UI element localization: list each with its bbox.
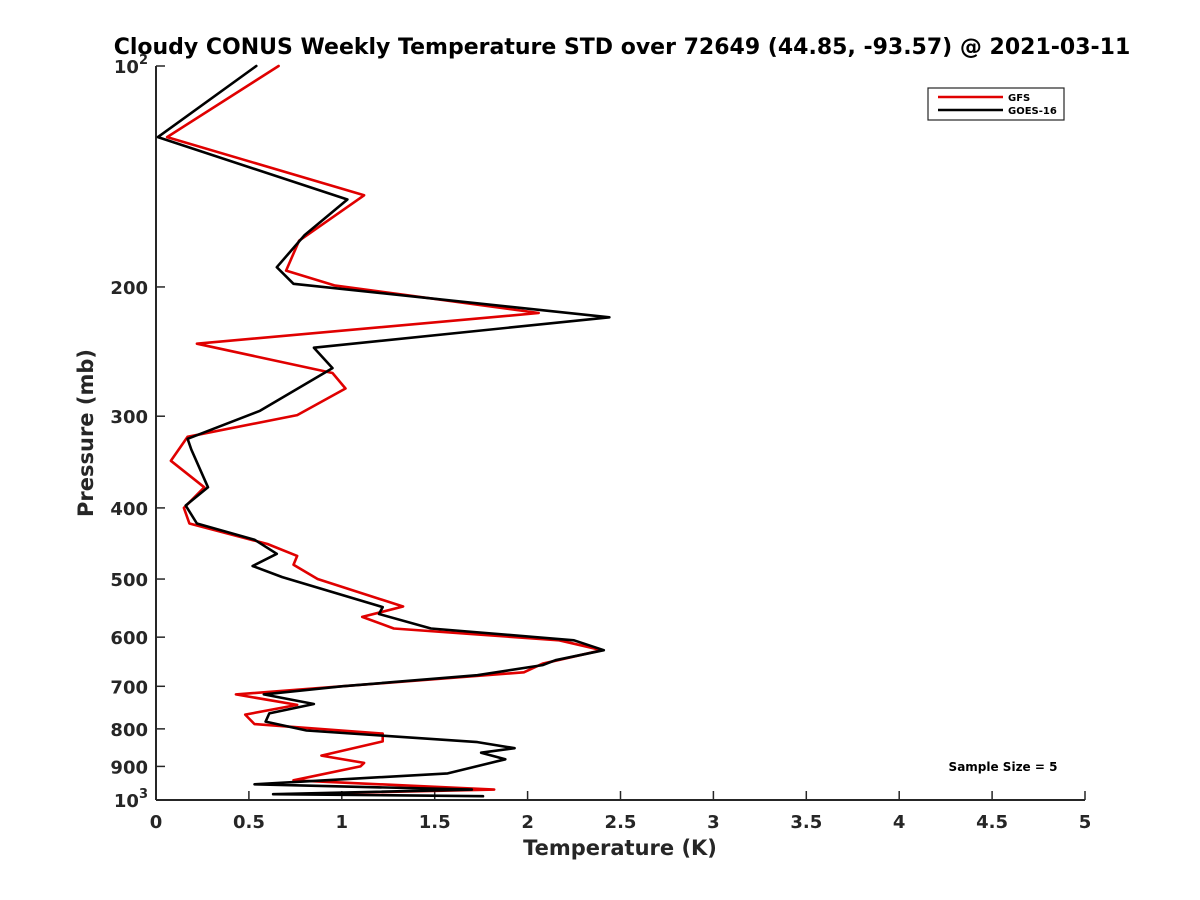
- y-axis-ticks: 102 200 300 400 500 600 700 800 900 103: [110, 53, 165, 812]
- x-tick-label: 2.5: [605, 812, 637, 833]
- y-tick-label: 700: [110, 677, 148, 698]
- y-tick-label: 400: [110, 499, 148, 520]
- legend: GFS GOES-16: [927, 87, 1065, 121]
- y-axis-label: Pressure (mb): [74, 349, 98, 517]
- legend-box: [927, 87, 1065, 121]
- y-tick-label: 600: [110, 628, 148, 649]
- x-tick-label: 2: [521, 812, 534, 833]
- y-tick-label: 200: [110, 278, 148, 299]
- chart-title: Cloudy CONUS Weekly Temperature STD over…: [114, 35, 1131, 60]
- x-tick-label: 4.5: [976, 812, 1008, 833]
- x-axis-label: Temperature (K): [523, 836, 717, 860]
- x-tick-label: 0: [150, 812, 163, 833]
- x-tick-label: 3.5: [790, 812, 822, 833]
- y-tick-label: 900: [110, 757, 148, 778]
- x-tick-label: 0.5: [233, 812, 265, 833]
- x-tick-label: 1.5: [419, 812, 451, 833]
- x-tick-label: 5: [1079, 812, 1092, 833]
- y-tick-label: 800: [110, 720, 148, 741]
- series-line-goes16: [156, 64, 611, 798]
- sample-size-annotation: Sample Size = 5: [949, 760, 1058, 774]
- x-tick-label: 1: [336, 812, 349, 833]
- x-tick-label: 4: [893, 812, 906, 833]
- legend-label-goes16: GOES-16: [1008, 106, 1057, 117]
- series-lines: [156, 64, 611, 798]
- y-tick-label: 102: [114, 53, 148, 78]
- x-axis-ticks: 0 0.5 1 1.5 2 2.5 3 3.5 4 4.5 5: [150, 791, 1092, 833]
- x-tick-label: 3: [707, 812, 720, 833]
- series-line-gfs: [165, 64, 604, 796]
- y-tick-label: 103: [114, 787, 148, 812]
- legend-label-gfs: GFS: [1008, 93, 1030, 104]
- y-tick-label: 300: [110, 407, 148, 428]
- y-tick-label: 500: [110, 570, 148, 591]
